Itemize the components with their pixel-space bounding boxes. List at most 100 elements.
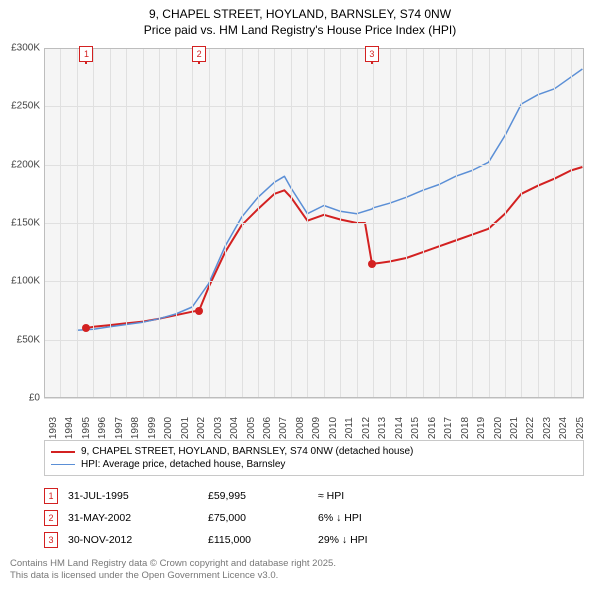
gridline-vertical [571,48,572,398]
series-hpi [77,69,583,330]
series-price_paid [87,167,583,328]
gridline-vertical [209,48,210,398]
x-axis-label: 2006 [262,417,273,439]
x-axis-label: 2021 [509,417,520,439]
gridline-vertical [143,48,144,398]
gridline-vertical [225,48,226,398]
legend-label: HPI: Average price, detached house, Barn… [81,459,285,470]
legend-swatch [51,464,75,466]
gridline-vertical [60,48,61,398]
legend-box: 9, CHAPEL STREET, HOYLAND, BARNSLEY, S74… [44,440,584,476]
gridline-vertical [340,48,341,398]
marker-box: 1 [79,46,93,62]
gridline-vertical [538,48,539,398]
gridline-vertical [521,48,522,398]
sales-diff: ≈ HPI [318,490,438,502]
title-line-2: Price paid vs. HM Land Registry's House … [0,22,600,38]
gridline-vertical [192,48,193,398]
sales-row: 131-JUL-1995£59,995≈ HPI [44,485,584,507]
x-axis-label: 2001 [180,417,191,439]
gridline-vertical [176,48,177,398]
gridline-vertical [93,48,94,398]
gridline-vertical [258,48,259,398]
x-axis-label: 1995 [81,417,92,439]
gridline-horizontal [44,281,584,282]
gridline-vertical [307,48,308,398]
attribution-line-1: Contains HM Land Registry data © Crown c… [10,558,336,570]
y-axis-label: £100K [11,276,40,287]
sales-diff: 6% ↓ HPI [318,512,438,524]
sales-date: 31-JUL-1995 [68,490,198,502]
x-axis-label: 2015 [410,417,421,439]
sales-diff: 29% ↓ HPI [318,534,438,546]
x-axis-label: 1997 [114,417,125,439]
gridline-horizontal [44,223,584,224]
sales-date: 31-MAY-2002 [68,512,198,524]
gridline-vertical [554,48,555,398]
marker-box: 3 [365,46,379,62]
x-axis-label: 2010 [328,417,339,439]
x-axis-label: 2019 [476,417,487,439]
attribution-line-2: This data is licensed under the Open Gov… [10,570,336,582]
x-axis-label: 2003 [213,417,224,439]
x-axis-label: 2022 [525,417,536,439]
gridline-horizontal [44,165,584,166]
sales-date: 30-NOV-2012 [68,534,198,546]
gridline-vertical [423,48,424,398]
sales-price: £115,000 [208,534,308,546]
gridline-vertical [77,48,78,398]
gridline-vertical [406,48,407,398]
axis-border [44,48,584,49]
x-axis-label: 2025 [575,417,586,439]
gridline-vertical [472,48,473,398]
legend-label: 9, CHAPEL STREET, HOYLAND, BARNSLEY, S74… [81,446,413,457]
gridline-horizontal [44,340,584,341]
x-axis-label: 2008 [295,417,306,439]
title-line-1: 9, CHAPEL STREET, HOYLAND, BARNSLEY, S74… [0,6,600,22]
x-axis-label: 2002 [196,417,207,439]
gridline-vertical [324,48,325,398]
sales-marker-box: 2 [44,510,58,526]
marker-box: 2 [192,46,206,62]
x-axis-label: 2000 [163,417,174,439]
y-axis-label: £0 [29,393,40,404]
x-axis-label: 2018 [460,417,471,439]
chart-plot-area [44,48,584,398]
gridline-vertical [274,48,275,398]
chart-container: 9, CHAPEL STREET, HOYLAND, BARNSLEY, S74… [0,0,600,590]
x-axis-label: 2005 [246,417,257,439]
x-axis-label: 1993 [48,417,59,439]
gridline-vertical [126,48,127,398]
sale-point-dot [368,260,376,268]
gridline-horizontal [44,398,584,399]
x-axis-label: 1999 [147,417,158,439]
x-axis-label: 2012 [361,417,372,439]
x-axis-label: 2020 [493,417,504,439]
x-axis-label: 1994 [64,417,75,439]
x-axis-label: 2007 [278,417,289,439]
legend-swatch [51,451,75,453]
sales-marker-box: 3 [44,532,58,548]
gridline-vertical [291,48,292,398]
gridline-vertical [489,48,490,398]
y-axis-label: £250K [11,101,40,112]
gridline-vertical [159,48,160,398]
axis-border [44,48,45,398]
gridline-vertical [357,48,358,398]
title-block: 9, CHAPEL STREET, HOYLAND, BARNSLEY, S74… [0,0,600,38]
x-axis-label: 2016 [427,417,438,439]
gridline-vertical [110,48,111,398]
x-axis-label: 1998 [130,417,141,439]
sales-price: £59,995 [208,490,308,502]
x-axis-label: 2011 [344,417,355,439]
x-axis-label: 2023 [542,417,553,439]
x-axis-label: 2004 [229,417,240,439]
gridline-vertical [373,48,374,398]
attribution-text: Contains HM Land Registry data © Crown c… [10,558,336,582]
sales-row: 3 30-NOV-2012 £115,000 29% ↓ HPI [44,529,584,551]
y-axis-label: £50K [17,334,40,345]
y-axis-label: £300K [11,43,40,54]
x-axis-label: 2013 [377,417,388,439]
x-axis-label: 2014 [394,417,405,439]
sales-row: 231-MAY-2002£75,0006% ↓ HPI [44,507,584,529]
